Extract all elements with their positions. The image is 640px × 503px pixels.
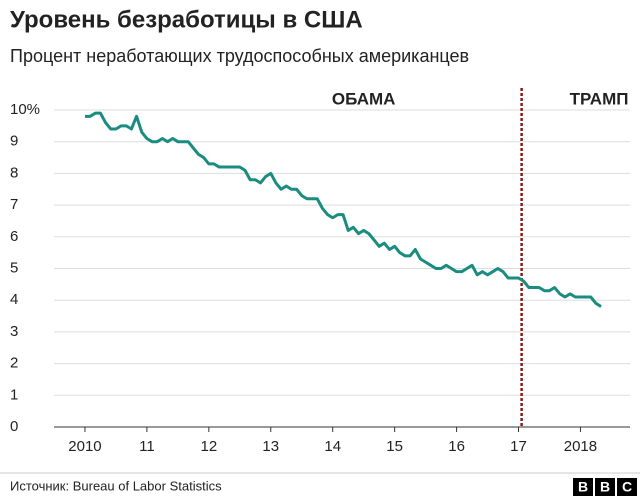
chart-subtitle: Процент неработающих трудоспособных амер…	[10, 46, 469, 66]
y-tick-label: 5	[10, 259, 18, 276]
x-tick-label: 13	[262, 438, 279, 455]
annotation: ОБАМА	[332, 89, 396, 108]
x-tick-label: 15	[386, 438, 403, 455]
annotation: ТРАМП	[570, 89, 629, 108]
y-tick-label: 0	[10, 418, 18, 435]
x-tick-label: 2018	[564, 438, 597, 455]
logo-letter: B	[578, 479, 588, 495]
x-tick-label: 2010	[68, 438, 101, 455]
source: Источник: Bureau of Labor Statistics	[10, 478, 222, 493]
logo-box	[595, 478, 615, 496]
logo-letter: C	[622, 479, 632, 495]
y-tick-label: 2	[10, 355, 18, 372]
logo-box	[573, 478, 593, 496]
logo-box	[617, 478, 637, 496]
y-tick-label: 6	[10, 228, 18, 245]
logo-letter: B	[600, 479, 610, 495]
x-tick-label: 12	[200, 438, 217, 455]
y-tick-label: 7	[10, 196, 18, 213]
y-tick-label: 8	[10, 164, 18, 181]
y-tick-label: 9	[10, 133, 18, 150]
y-tick-label: 1	[10, 386, 18, 403]
line	[84, 111, 602, 308]
x-tick-label: 14	[324, 438, 341, 455]
y-tick-label: 10%	[10, 101, 40, 118]
x-tick-label: 17	[510, 438, 527, 455]
x-tick-label: 11	[139, 438, 155, 455]
y-tick-label: 3	[10, 323, 18, 340]
x-tick-label: 16	[448, 438, 465, 455]
chart-title: Уровень безработицы в США	[10, 6, 363, 33]
y-tick-label: 4	[10, 291, 18, 308]
